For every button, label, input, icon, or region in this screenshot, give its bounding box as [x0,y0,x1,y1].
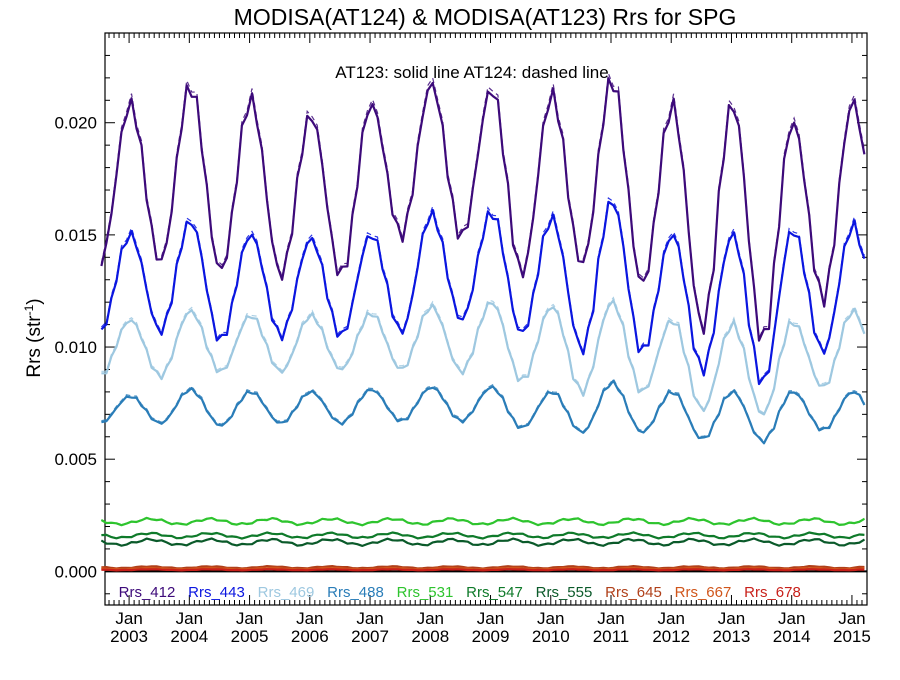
x-tick-year-label: 2006 [291,627,329,646]
series-dashed-line-rrs_547 [101,531,865,539]
series-line-rrs_469 [101,299,866,416]
x-tick-year-label: 2007 [351,627,389,646]
x-tick-month-label: Jan [718,609,745,628]
y-tick-label: 0.005 [54,450,97,469]
series-dashed-line-rrs_667 [101,567,865,571]
x-tick-year-label: 2003 [110,627,148,646]
legend-item-rrs_667: Rrs_667 [675,584,732,601]
x-tick-year-label: 2013 [713,627,751,646]
x-tick-year-label: 2009 [472,627,510,646]
x-tick-year-label: 2012 [652,627,690,646]
x-tick-year-label: 2005 [231,627,269,646]
legend-item-rrs_412: Rrs_412 [119,584,176,601]
series-line-rrs_443 [100,200,866,386]
x-tick-year-label: 2014 [773,627,811,646]
series-dashed-line-rrs_531 [101,516,865,526]
series-dashed-line-rrs_678 [101,568,865,572]
plot-frame [104,32,868,606]
legend-item-rrs_443: Rrs_443 [188,584,245,601]
y-axis-label: Rrs (str-1) [22,298,45,377]
chart-annotation: AT123: solid line AT124: dashed line [335,63,608,82]
y-axis-label-close: ) [24,298,45,304]
x-tick-month-label: Jan [658,609,685,628]
series-dashed-line-rrs_443 [100,197,865,384]
legend-item-rrs_678: Rrs_678 [744,584,801,601]
x-tick-month-label: Jan [176,609,203,628]
series-line-rrs_412 [100,77,866,342]
y-axis-label-sup: -1 [22,304,36,315]
x-tick-year-label: 2011 [593,627,630,646]
y-tick-label: 0.020 [54,114,97,133]
legend-item-rrs_469: Rrs_469 [258,584,315,601]
x-tick-month-label: Jan [356,609,383,628]
x-tick-year-label: 2004 [170,627,208,646]
x-tick-year-label: 2008 [411,627,449,646]
x-tick-year-label: 2010 [532,627,570,646]
x-tick-month-label: Jan [236,609,263,628]
y-axis-label-text: Rrs (str [24,315,45,378]
series-dashed-line-rrs_488 [101,377,865,444]
series-dashed-line-rrs_412 [100,73,865,339]
legend-item-rrs_531: Rrs_531 [397,584,454,601]
y-tick-label: 0.010 [54,338,97,357]
x-tick-month-label: Jan [838,609,865,628]
legend-item-rrs_555: Rrs_555 [536,584,593,601]
x-tick-month-label: Jan [477,609,504,628]
series-dashed-line-rrs_555 [101,537,865,547]
legend-item-rrs_547: Rrs_547 [466,584,523,601]
x-tick-month-label: Jan [417,609,444,628]
y-tick-label: 0.015 [54,226,97,245]
x-tick-month-label: Jan [115,609,142,628]
x-tick-year-label: 2015 [833,627,871,646]
x-tick-month-label: Jan [597,609,624,628]
x-tick-month-label: Jan [537,609,564,628]
y-tick-label: 0.000 [54,562,97,581]
plot-area: 0.0000.0050.0100.0150.020Jan2003Jan2004J… [54,32,871,646]
x-tick-month-label: Jan [778,609,805,628]
x-tick-month-label: Jan [296,609,323,628]
chart-title: MODISA(AT124) & MODISA(AT123) Rrs for SP… [234,4,737,30]
series-line-rrs_488 [101,379,866,445]
legend-item-rrs_488: Rrs_488 [327,584,384,601]
legend-item-rrs_645: Rrs_645 [605,584,662,601]
